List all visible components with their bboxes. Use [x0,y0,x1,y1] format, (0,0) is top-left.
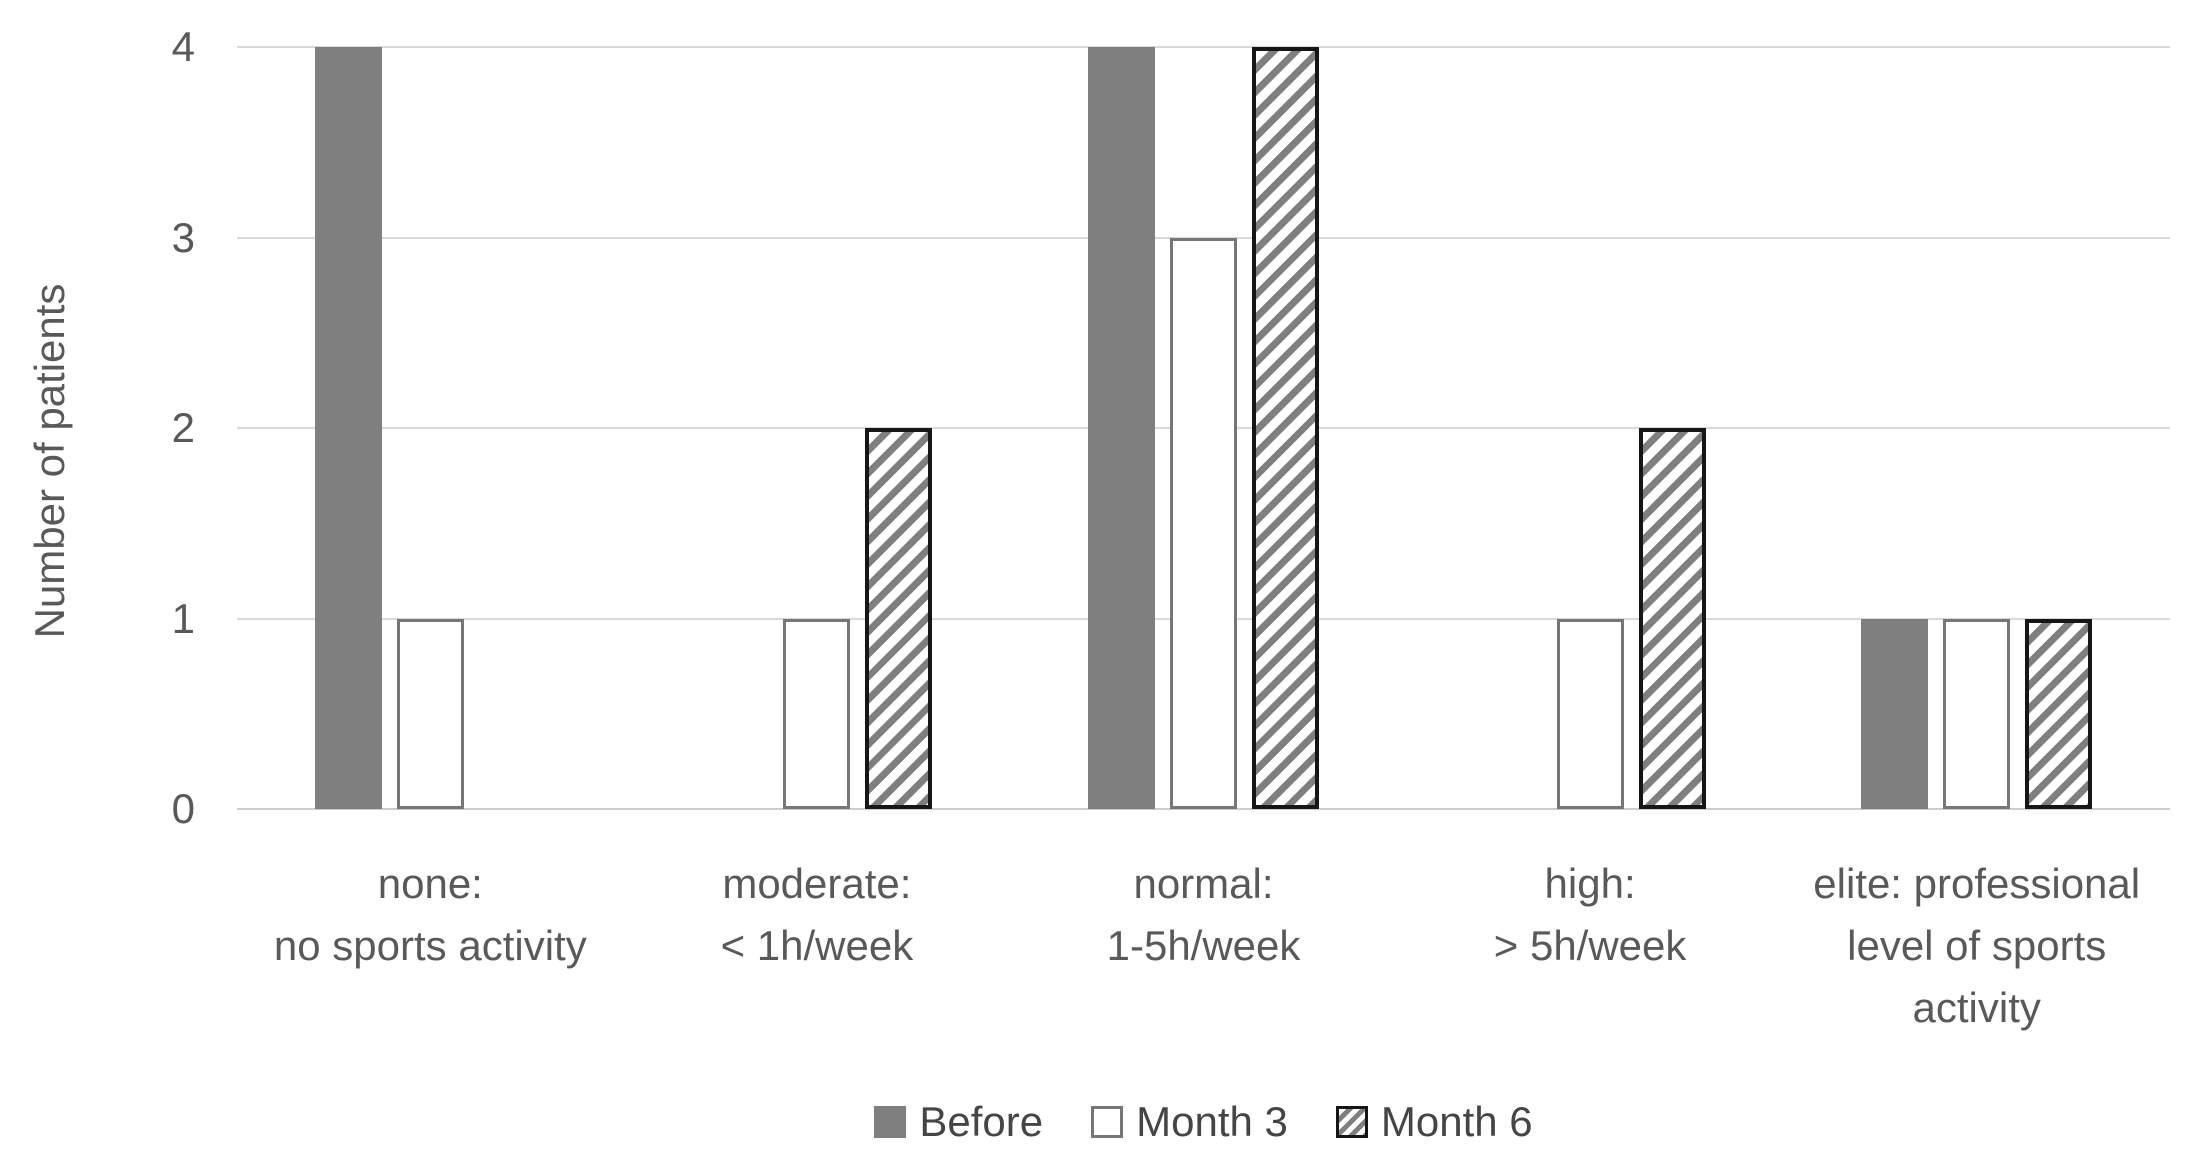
x-category-label-5: elite: professional level of sports acti… [1813,860,2141,1031]
x-axis-line [237,808,2170,810]
bar-month3-cat5 [1943,618,2011,809]
legend-item-month3: Month 3 [1091,1098,1288,1146]
bar-month3-cat1 [396,618,464,809]
x-category-label-2: moderate: < 1h/week [720,860,914,969]
legend-swatch-month3-icon [1091,1106,1124,1138]
legend-swatch-before-icon [874,1106,907,1138]
y-tick-label-3: 3 [171,213,195,261]
x-category-label-1: none: no sports activity [273,860,587,969]
bar-month3-cat3 [1170,237,1237,809]
gridline-y4 [237,46,2170,48]
bar-before-cat5 [1861,618,1929,809]
x-axis-labels: none: no sports activity moderate: < 1h/w… [237,853,2170,1053]
bar-month3-cat4 [1556,618,1624,809]
y-tick-label-2: 2 [171,404,195,451]
bar-before-cat3 [1088,47,1155,809]
bar-month6-cat3 [1252,47,1319,809]
bar-month6-cat5 [2025,618,2093,809]
bar-month6-cat4 [1638,428,1706,809]
y-tick-label-0: 0 [171,785,195,832]
legend-label-before: Before [919,1098,1044,1145]
plot-area [237,46,2170,810]
chart-legend: Before Month 3 Month 6 [237,1096,2170,1148]
legend-label-month6: Month 6 [1380,1098,1533,1145]
x-category-label-3: normal: 1-5h/week [1106,860,1301,969]
bar-before-cat1 [314,47,382,809]
legend-swatch-month6-icon [1335,1106,1368,1138]
y-axis-title: Number of patients [26,283,73,639]
legend-item-month6: Month 6 [1335,1098,1533,1146]
y-tick-label-4: 4 [171,23,195,70]
bar-month3-cat2 [783,618,851,809]
legend-item-before: Before [874,1098,1043,1146]
x-category-label-4: high: > 5h/week [1493,860,1687,969]
legend-label-month3: Month 3 [1136,1098,1288,1145]
y-tick-label-1: 1 [171,594,195,642]
bar-month6-cat2 [865,428,933,809]
